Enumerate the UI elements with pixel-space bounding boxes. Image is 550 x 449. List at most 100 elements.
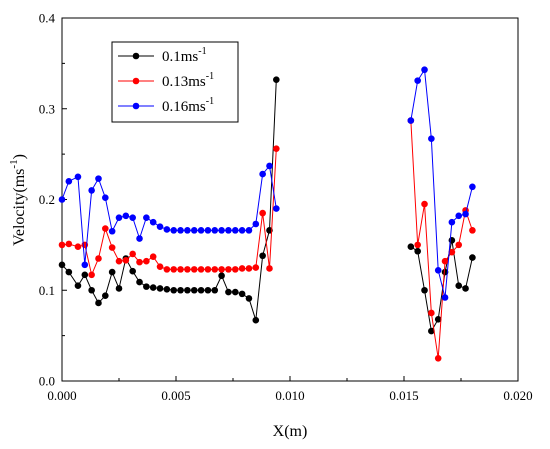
series-0-point (273, 76, 280, 84)
series-1-point (238, 265, 246, 272)
legend-label-2-sup: -1 (206, 96, 214, 107)
series-2-point (149, 218, 157, 226)
series-2-point (115, 214, 123, 221)
series-1-point (102, 225, 109, 232)
series-1-point (136, 258, 143, 266)
x-axis-ticks: 0.000 0.005 0.010 0.015 0.020 (47, 376, 533, 403)
series-2-point (58, 196, 66, 203)
series-2-point (462, 210, 469, 218)
series-1-point (259, 209, 266, 217)
series-1-point (428, 309, 435, 317)
series-1-point (184, 266, 191, 273)
series-0-point (136, 278, 143, 286)
series-0-point (252, 316, 260, 324)
series-0-point (455, 282, 463, 290)
series-0-point (74, 282, 82, 290)
series-1-point (163, 266, 171, 273)
series-2-point (170, 227, 178, 234)
series-1-point (115, 257, 123, 265)
series-0-point (428, 327, 435, 335)
series-2-line (410, 69, 473, 299)
series-1-point (434, 355, 442, 362)
series-1-point (231, 266, 239, 273)
y-tick-label: 0.4 (39, 11, 56, 26)
legend-label-1-main: 0.13ms (162, 74, 206, 90)
legend-item-2: 0.16ms-1 (118, 96, 214, 115)
series-1-point (273, 145, 280, 152)
series-1-point (156, 263, 164, 270)
series-2-point (129, 214, 136, 221)
series-1-point (266, 265, 273, 272)
series-0-point (184, 286, 191, 294)
series-1-point (448, 248, 456, 256)
series-1-line (61, 148, 277, 276)
series-0-point (170, 286, 178, 294)
y-axis-title-end: ) (11, 154, 28, 159)
series-0-point (177, 286, 184, 294)
legend-label-0-main: 0.1ms (162, 49, 198, 65)
series-2-point (81, 261, 89, 269)
series-1-point (108, 244, 116, 251)
series-1-point (177, 266, 184, 273)
series-2-point (469, 183, 476, 191)
series-1-point (95, 255, 102, 262)
series-0-point (129, 267, 136, 275)
series-1-point (143, 257, 150, 265)
series-0-point (238, 290, 246, 298)
series-2-point (434, 266, 442, 274)
series-2-point (156, 223, 164, 231)
series-1-point (469, 227, 476, 234)
x-tick-label: 0.005 (161, 388, 190, 403)
series-0-point (95, 299, 102, 307)
series-2-point (252, 220, 260, 228)
series-2-point (245, 227, 253, 234)
series-2-point (102, 194, 109, 201)
series-0-point (421, 286, 428, 294)
series-2-point (143, 214, 150, 221)
series-0-line (410, 239, 473, 332)
series-0-point (211, 286, 219, 294)
series-1-point (245, 265, 253, 272)
y-tick-label: 0.0 (39, 374, 55, 389)
series-0-point (108, 268, 116, 276)
series-0-point (245, 295, 253, 302)
x-axis-title: X(m) (273, 423, 308, 440)
series-1-point (455, 241, 463, 249)
series-0-point (149, 284, 157, 291)
series-1-point (225, 266, 232, 273)
series-2-point (238, 227, 246, 234)
series-0-point (414, 247, 421, 255)
legend-marker-2 (132, 102, 140, 110)
series-1-point (88, 271, 95, 279)
series-2-point (259, 170, 266, 178)
series-2-point (163, 226, 171, 233)
y-tick-label: 0.3 (39, 101, 55, 116)
series-1-point (197, 266, 205, 273)
series-1-point (421, 200, 428, 208)
legend-marker-0 (132, 52, 140, 60)
legend-marker-1 (132, 77, 140, 85)
series-1-point (122, 257, 130, 264)
series-2-point (218, 227, 225, 234)
series-0-point (218, 272, 225, 280)
series-0-point (469, 254, 476, 261)
series-0-point (441, 268, 449, 276)
series-2-point (108, 227, 116, 235)
series-2-point (190, 227, 198, 234)
series-layer (58, 66, 476, 362)
series-2-point (225, 227, 232, 234)
legend-label-2-main: 0.16ms (162, 99, 206, 115)
series-1-point (414, 241, 421, 249)
series-0-point (143, 283, 150, 290)
series-2-point (177, 227, 184, 234)
series-0-point (204, 286, 212, 294)
x-tick-label: 0.020 (503, 388, 532, 403)
y-axis-title-main: Velocity(ms (11, 169, 28, 246)
series-2-point (95, 175, 102, 182)
series-2-point (421, 66, 428, 74)
series-0-point (407, 243, 415, 250)
series-2-point (407, 117, 415, 124)
series-1-point (74, 243, 82, 250)
series-2-point (88, 187, 95, 194)
